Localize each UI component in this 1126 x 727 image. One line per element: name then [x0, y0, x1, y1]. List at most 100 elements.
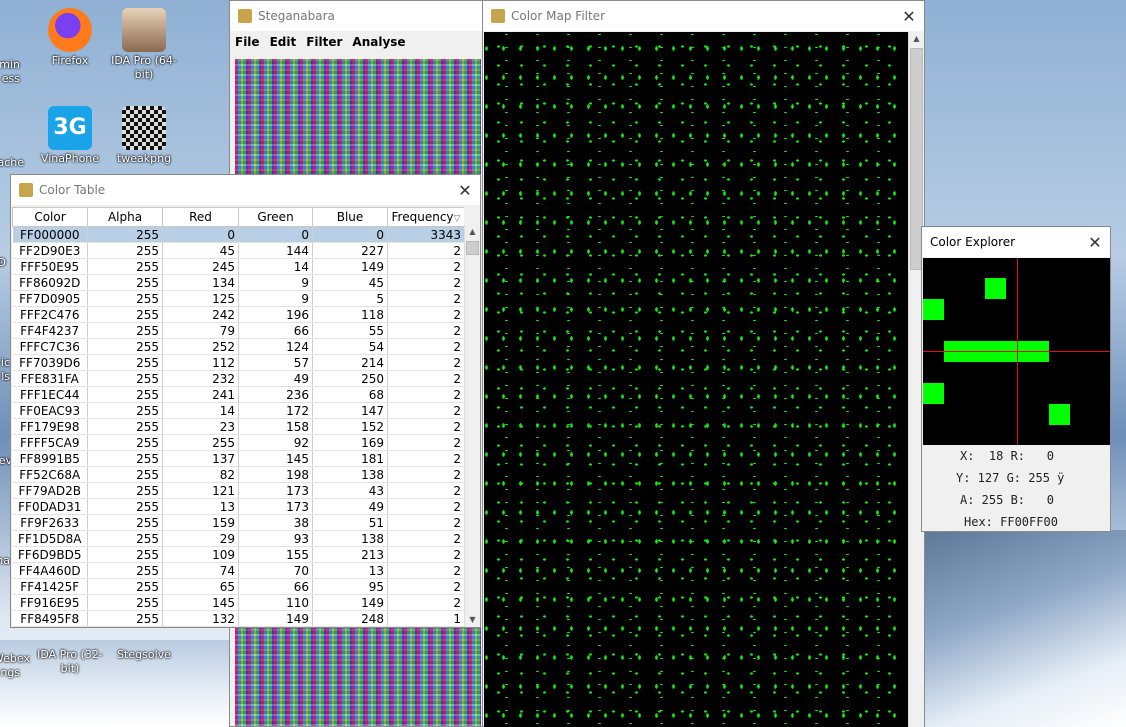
table-cell: 255: [87, 530, 163, 547]
column-header-frequency[interactable]: Frequency▽: [387, 207, 464, 227]
table-cell: 38: [238, 514, 313, 531]
menu-edit[interactable]: Edit: [269, 35, 297, 49]
desktop-wallpaper-mountain: [920, 530, 1126, 727]
table-row[interactable]: FF8495F8 255 132 149 248 1: [12, 610, 464, 627]
table-cell: 2: [387, 498, 464, 515]
table-cell: 68: [312, 386, 388, 403]
table-row[interactable]: FFF50E95 255 245 14 149 2: [12, 258, 464, 275]
table-row[interactable]: FF7D0905 255 125 9 5 2: [12, 290, 464, 307]
table-row[interactable]: FF4F4237 255 79 66 55 2: [12, 322, 464, 339]
desktop-icon-tweakpng[interactable]: tweakpng: [106, 106, 182, 166]
color-map-filter-window[interactable]: Color Map Filter ✕ ▲: [482, 0, 925, 727]
table-cell: 173: [238, 498, 313, 515]
table-row[interactable]: FF0DAD31 255 13 173 49 2: [12, 498, 464, 515]
table-row[interactable]: FF79AD2B 255 121 173 43 2: [12, 482, 464, 499]
table-row[interactable]: FF8991B5 255 137 145 181 2: [12, 450, 464, 467]
table-row[interactable]: FF916E95 255 145 110 149 2: [12, 594, 464, 611]
table-cell: 93: [238, 530, 313, 547]
steganabara-titlebar[interactable]: Steganabara: [230, 1, 484, 31]
table-row[interactable]: FFFF5CA9 255 255 92 169 2: [12, 434, 464, 451]
table-cell: FF0DAD31: [12, 498, 88, 515]
close-icon[interactable]: ✕: [902, 6, 916, 26]
desktop-icon-ida-pro-64[interactable]: IDA Pro (64-bit): [106, 8, 182, 82]
table-cell: 2: [387, 338, 464, 355]
table-cell: 145: [162, 594, 239, 611]
table-row[interactable]: FF4A460D 255 74 70 13 2: [12, 562, 464, 579]
menu-file[interactable]: File: [235, 35, 260, 49]
steganabara-menubar: File Edit Filter Analyse: [230, 31, 484, 53]
table-cell: FF1D5D8A: [12, 530, 88, 547]
table-cell: 2: [387, 546, 464, 563]
table-cell: 255: [87, 434, 163, 451]
color-map-filter-titlebar[interactable]: Color Map Filter ✕: [483, 1, 924, 31]
scroll-down-icon[interactable]: ▼: [469, 615, 476, 624]
table-row[interactable]: FF41425F 255 65 66 95 2: [12, 578, 464, 595]
desktop-partial-label: ev: [0, 454, 12, 467]
table-row[interactable]: FF52C68A 255 82 198 138 2: [12, 466, 464, 483]
table-cell: FFFF5CA9: [12, 434, 88, 451]
table-cell: 255: [87, 610, 163, 627]
color-table: Color Alpha Red Green Blue Frequency▽ FF…: [12, 207, 464, 627]
table-cell: 65: [162, 578, 239, 595]
desktop-icon-ida-pro-32[interactable]: IDA Pro (32-bit): [32, 630, 108, 676]
table-cell: 13: [162, 498, 239, 515]
scrollbar-thumb[interactable]: [910, 48, 923, 270]
table-cell: FF916E95: [12, 594, 88, 611]
table-row[interactable]: FFF1EC44 255 241 236 68 2: [12, 386, 464, 403]
close-icon[interactable]: ✕: [1088, 232, 1102, 252]
table-cell: 255: [87, 370, 163, 387]
table-cell: FF8991B5: [12, 450, 88, 467]
table-cell: 255: [87, 546, 163, 563]
column-header-alpha[interactable]: Alpha: [87, 207, 163, 227]
scrollbar-thumb[interactable]: [466, 241, 479, 255]
table-cell: 79: [162, 322, 239, 339]
desktop-icon-label: Stegsolve: [117, 648, 171, 661]
table-row[interactable]: FF2D90E3 255 45 144 227 2: [12, 242, 464, 259]
table-cell: 57: [238, 354, 313, 371]
color-table-titlebar[interactable]: Color Table ✕: [11, 175, 480, 205]
table-cell: 54: [312, 338, 388, 355]
desktop-icon-vinaphone[interactable]: 3G VinaPhone: [32, 106, 108, 166]
color-table-window[interactable]: Color Table ✕ Color Alpha Red Green Blue…: [10, 174, 481, 628]
desktop-icon-firefox[interactable]: Firefox: [32, 8, 108, 68]
table-row[interactable]: FF6D9BD5 255 109 155 213 2: [12, 546, 464, 563]
table-row[interactable]: FFE831FA 255 232 49 250 2: [12, 370, 464, 387]
table-cell: 255: [162, 434, 239, 451]
table-cell: FFF2C476: [12, 306, 88, 323]
table-row[interactable]: FF000000 255 0 0 0 3343: [12, 226, 464, 243]
table-row[interactable]: FF1D5D8A 255 29 93 138 2: [12, 530, 464, 547]
table-cell: 236: [238, 386, 313, 403]
scroll-up-icon[interactable]: ▲: [469, 227, 476, 236]
column-header-color[interactable]: Color: [12, 207, 88, 227]
color-map-filter-image[interactable]: [484, 32, 908, 727]
color-table-container: Color Alpha Red Green Blue Frequency▽ FF…: [12, 207, 464, 627]
scroll-up-icon[interactable]: ▲: [913, 34, 920, 43]
close-icon[interactable]: ✕: [458, 180, 472, 200]
table-cell: FF9F2633: [12, 514, 88, 531]
menu-analyse[interactable]: Analyse: [352, 35, 406, 49]
table-row[interactable]: FF179E98 255 23 158 152 2: [12, 418, 464, 435]
table-row[interactable]: FF86092D 255 134 9 45 2: [12, 274, 464, 291]
table-row[interactable]: FF9F2633 255 159 38 51 2: [12, 514, 464, 531]
table-cell: 9: [238, 274, 313, 291]
column-header-red[interactable]: Red: [162, 207, 239, 227]
color-explorer-window[interactable]: Color Explorer ✕ X: 18 R: 0 Y: 127 G: 25…: [921, 226, 1111, 532]
color-explorer-titlebar[interactable]: Color Explorer ✕: [922, 227, 1110, 257]
table-cell: 158: [238, 418, 313, 435]
table-cell: FF52C68A: [12, 466, 88, 483]
color-explorer-zoom-view[interactable]: [923, 258, 1110, 445]
table-row[interactable]: FF0EAC93 255 14 172 147 2: [12, 402, 464, 419]
table-row[interactable]: FFFC7C36 255 252 124 54 2: [12, 338, 464, 355]
column-header-blue[interactable]: Blue: [312, 207, 388, 227]
sort-descending-icon: ▽: [453, 214, 461, 224]
color-table-scrollbar[interactable]: ▲ ▼: [464, 225, 480, 627]
column-header-green[interactable]: Green: [238, 207, 313, 227]
menu-filter[interactable]: Filter: [306, 35, 343, 49]
desktop-icon-stegsolve[interactable]: Stegsolve: [106, 630, 182, 662]
table-row[interactable]: FFF2C476 255 242 196 118 2: [12, 306, 464, 323]
table-row[interactable]: FF7039D6 255 112 57 214 2: [12, 354, 464, 371]
color-map-filter-scrollbar[interactable]: ▲: [908, 32, 924, 727]
table-cell: 213: [312, 546, 388, 563]
table-cell: 255: [87, 274, 163, 291]
desktop-partial-label: ngs: [0, 666, 20, 679]
